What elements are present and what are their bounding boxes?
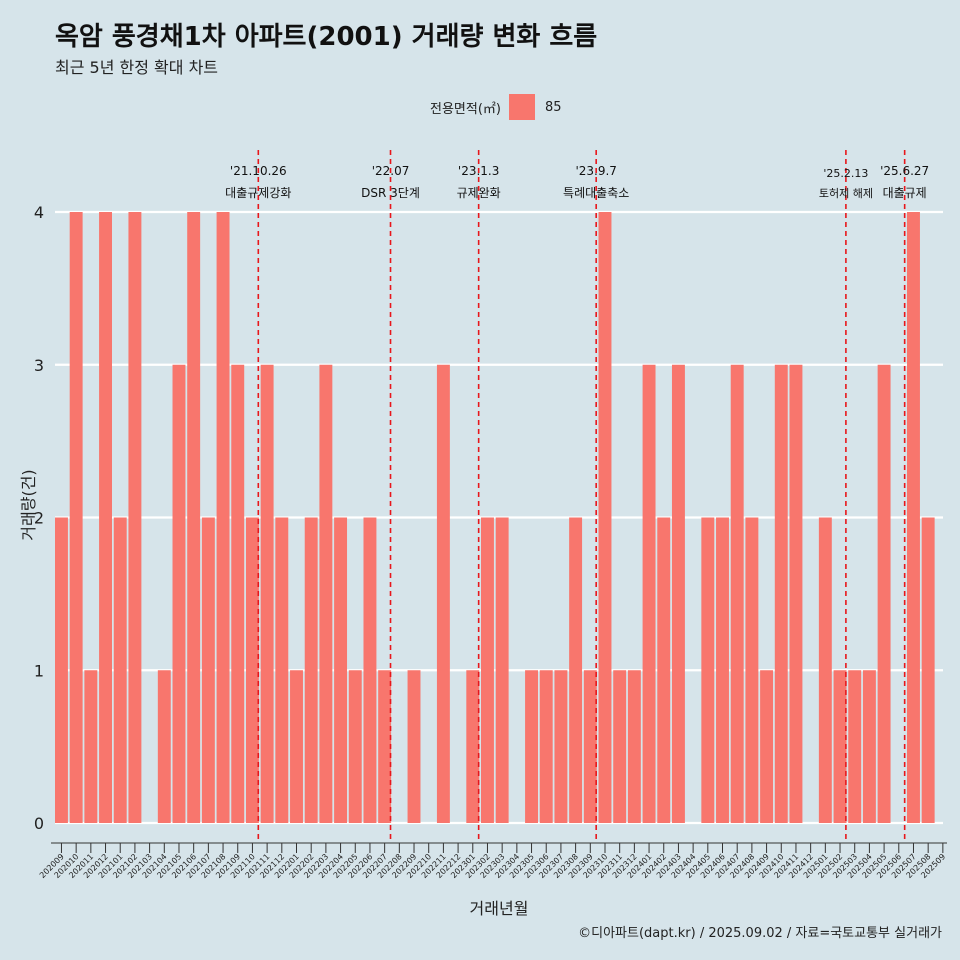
bar-202403 [671, 364, 685, 823]
legend-title: 전용면적(㎡) [430, 101, 501, 117]
legend: 전용면적(㎡) 85 [430, 94, 562, 120]
bar-202211 [436, 364, 450, 823]
bar-202302 [481, 517, 494, 823]
bar-202501 [818, 517, 832, 823]
event-date-label: '25.2.13 [823, 167, 868, 180]
event-date-label: '21.10.26 [230, 164, 287, 178]
bar-202010 [69, 212, 83, 823]
bar-202401 [642, 364, 656, 823]
event-name-label: 대출규제 [883, 186, 927, 200]
bar-202409 [760, 670, 774, 823]
event-name-label: 특례대출축소 [563, 186, 629, 200]
x-axis-title: 거래년월 [470, 899, 529, 918]
y-tick-label: 1 [34, 661, 44, 680]
bar-202205 [348, 670, 362, 823]
bar-202109 [231, 364, 245, 823]
bar-202111 [260, 364, 274, 823]
bar-202011 [84, 670, 98, 823]
bar-202012 [99, 212, 112, 823]
legend-item-label: 85 [544, 99, 562, 115]
bar-202504 [862, 670, 876, 823]
y-tick-label: 2 [34, 509, 44, 528]
chart-title: 옥암 풍경채1차 아파트(2001) 거래량 변화 흐름 [55, 22, 598, 52]
event-name-label: 토허제 해제 [819, 186, 873, 200]
event-name-label: DSR 3단계 [361, 186, 420, 200]
bar-202508 [921, 517, 935, 823]
bar-202202 [304, 517, 318, 823]
chart-subtitle: 최근 5년 한정 확대 차트 [55, 58, 219, 77]
y-axis-title: 거래량(건) [19, 469, 38, 540]
event-date-label: '23.1.3 [458, 164, 499, 178]
bar-202305 [525, 670, 539, 823]
bar-202306 [539, 670, 553, 823]
bar-202112 [275, 517, 289, 823]
bar-202107 [201, 517, 215, 823]
bar-202106 [187, 212, 201, 823]
bar-202009 [55, 517, 68, 823]
bar-202312 [627, 670, 641, 823]
bar-202505 [877, 364, 891, 823]
bar-202405 [701, 517, 715, 823]
bar-202303 [495, 517, 509, 823]
bar-202502 [833, 670, 847, 823]
bar-202110 [245, 517, 259, 823]
bar-202311 [613, 670, 627, 823]
bar-202101 [113, 517, 127, 823]
event-name-label: 규제완화 [457, 186, 501, 200]
bar-202402 [657, 517, 671, 823]
bar-202204 [334, 517, 348, 823]
legend-swatch [508, 94, 535, 120]
bar-202407 [730, 364, 744, 823]
bar-202209 [407, 670, 421, 823]
bar-202102 [128, 212, 142, 823]
bar-202201 [290, 670, 303, 823]
bar-202308 [569, 517, 583, 823]
bar-202207 [378, 670, 392, 823]
bar-202310 [598, 212, 612, 823]
event-date-label: '25.6.27 [880, 164, 929, 178]
bar-202503 [848, 670, 862, 823]
bar-202507 [907, 212, 920, 823]
bar-202406 [716, 517, 729, 823]
bar-202408 [745, 517, 759, 823]
bar-202410 [774, 364, 788, 823]
bar-202301 [466, 670, 480, 823]
event-date-label: '22.07 [372, 164, 410, 178]
event-name-label: 대출규제강화 [225, 186, 291, 200]
bar-202108 [216, 212, 230, 823]
bar-202309 [583, 670, 597, 823]
bar-202104 [157, 670, 171, 823]
y-tick-label: 3 [34, 356, 44, 375]
bar-202206 [363, 517, 377, 823]
y-tick-label: 0 [34, 814, 44, 833]
source-caption: ©디아파트(dapt.kr) / 2025.09.02 / 자료=국토교통부 실… [578, 926, 942, 941]
bar-202203 [319, 364, 333, 823]
y-tick-label: 4 [34, 203, 44, 222]
bar-202105 [172, 364, 186, 823]
event-date-label: '23.9.7 [575, 164, 616, 178]
bar-202307 [554, 670, 568, 823]
bar-202411 [789, 364, 803, 823]
